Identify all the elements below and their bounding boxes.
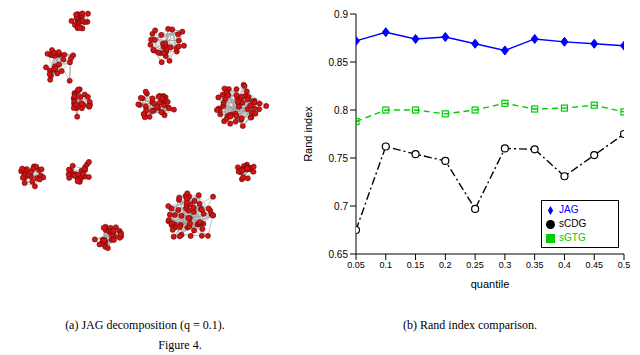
svg-text:Rand index: Rand index [302, 106, 314, 162]
html-text:Figure 4.: Figure 4. [158, 338, 202, 352]
svg-text:0.8: 0.8 [334, 105, 348, 116]
html-text:sGTG: sGTG [559, 232, 586, 243]
svg-text:0.15: 0.15 [407, 260, 425, 270]
html-text:sCDG: sCDG [559, 218, 587, 229]
svg-text:0.5: 0.5 [618, 260, 631, 270]
svg-text:0.85: 0.85 [329, 57, 349, 68]
svg-text:0.4: 0.4 [558, 260, 571, 270]
svg-text:0.05: 0.05 [347, 260, 365, 270]
svg-text:0.75: 0.75 [329, 153, 349, 164]
svg-text:0.1: 0.1 [380, 260, 393, 270]
svg-text:quantile: quantile [471, 278, 510, 290]
svg-text:0.9: 0.9 [334, 9, 348, 20]
svg-text:0.65: 0.65 [329, 249, 349, 260]
html-text:(a) JAG decomposition (q = 0.1: (a) JAG decomposition (q = 0.1). [65, 318, 225, 332]
svg-text:0.45: 0.45 [585, 260, 603, 270]
html-text:(b) Rand index comparison.: (b) Rand index comparison. [403, 318, 537, 332]
svg-text:0.35: 0.35 [526, 260, 544, 270]
html-text:JAG: JAG [559, 204, 579, 215]
svg-text:0.2: 0.2 [439, 260, 452, 270]
svg-text:0.7: 0.7 [334, 201, 348, 212]
svg-text:0.25: 0.25 [466, 260, 484, 270]
svg-text:0.3: 0.3 [499, 260, 512, 270]
